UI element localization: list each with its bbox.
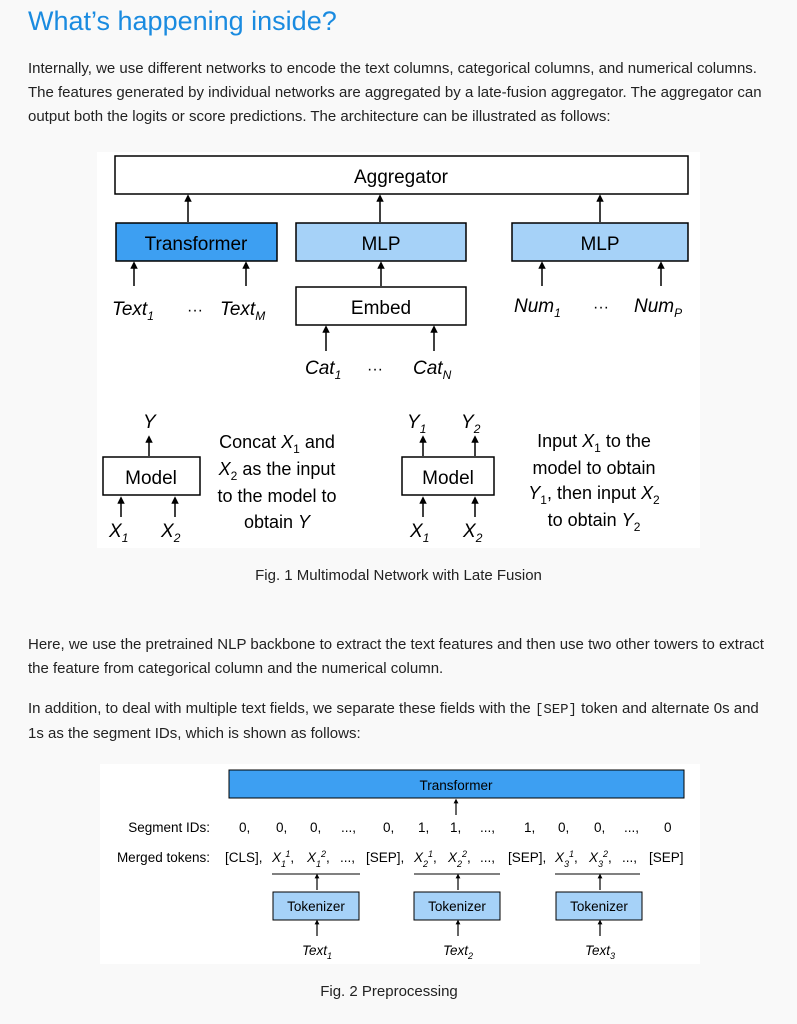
num-p-label: NumP: [634, 296, 682, 320]
svg-text:...,: ...,: [480, 850, 495, 865]
tokenizer-box-2: [413, 891, 501, 921]
mlp-box-cat: [295, 222, 467, 262]
svg-text:Y1, then input X2: Y1, then input X2: [528, 483, 660, 507]
svg-text:0,: 0,: [239, 820, 250, 835]
mlp-box-num: [511, 222, 689, 262]
svg-text:0,: 0,: [558, 820, 569, 835]
svg-text:1,: 1,: [524, 820, 535, 835]
merged-tokens-row: [CLS], X11, X12, ..., [SEP], X21, X22, .…: [225, 849, 684, 869]
svg-text:obtain Y: obtain Y: [244, 512, 312, 532]
model2-box: [401, 456, 495, 496]
tokenizer-box-3: [555, 891, 643, 921]
paragraph-backbone: Here, we use the pretrained NLP backbone…: [28, 636, 764, 677]
sep-token-code: [SEP]: [534, 702, 577, 718]
svg-text:[SEP],: [SEP],: [366, 850, 404, 865]
svg-text:...,: ...,: [480, 820, 495, 835]
tokenizer-label-3: Tokenizer: [570, 899, 628, 914]
svg-text:model to obtain: model to obtain: [532, 458, 655, 478]
cat-dots: ···: [367, 361, 383, 378]
text-m-label: TextM: [220, 299, 265, 323]
svg-text:to the model to: to the model to: [217, 486, 336, 506]
svg-text:X11,: X11,: [271, 849, 294, 869]
svg-text:[SEP],: [SEP],: [508, 850, 546, 865]
fig2-text-2: Text2: [443, 943, 473, 961]
svg-text:0,: 0,: [310, 820, 321, 835]
transformer-label: Transformer: [145, 234, 248, 255]
tokenizer-arrows: [314, 873, 603, 936]
svg-text:Input X1 to the: Input X1 to the: [537, 431, 651, 455]
mlp-label-cat: MLP: [361, 234, 400, 255]
num-dots: ···: [593, 299, 609, 316]
tokenizer-label-2: Tokenizer: [428, 899, 486, 914]
model2-output-y2: Y2: [461, 412, 481, 436]
svg-text:Concat X1 and: Concat X1 and: [219, 432, 335, 456]
aggregator-label: Aggregator: [354, 167, 449, 188]
aggregator-box: [114, 155, 689, 195]
svg-text:X22,: X22,: [447, 849, 471, 869]
model1-box: [102, 456, 201, 496]
model1-arrows: [117, 435, 179, 517]
model1-input-x1: X1: [108, 521, 128, 545]
figure-2-caption: Fig. 2 Preprocessing: [320, 983, 458, 1000]
svg-text:0,: 0,: [383, 820, 394, 835]
svg-text:...,: ...,: [340, 850, 355, 865]
figure-1-diagram: Aggregator Transformer MLP MLP Embed Tex…: [102, 155, 689, 545]
svg-text:[SEP]: [SEP]: [649, 850, 684, 865]
intro-paragraph: Internally, we use different networks to…: [28, 60, 762, 125]
embed-box: [295, 286, 467, 326]
fig2-transformer-label: Transformer: [419, 778, 493, 793]
figure-1-caption: Fig. 1 Multimodal Network with Late Fusi…: [255, 567, 542, 584]
segment-ids-label: Segment IDs:: [128, 820, 210, 835]
tokenizer-label-1: Tokenizer: [287, 899, 345, 914]
svg-text:...,: ...,: [624, 820, 639, 835]
text-1-label: Text1: [112, 299, 154, 323]
concat-description: Concat X1 and X2 as the input to the mod…: [217, 432, 336, 532]
svg-text:...,: ...,: [341, 820, 356, 835]
transformer-box: [115, 222, 278, 262]
text-dots: ···: [187, 302, 203, 319]
num-1-label: Num1: [514, 296, 561, 320]
mlp-label-num: MLP: [580, 234, 619, 255]
fig2-text-3: Text3: [585, 943, 615, 961]
model2-input-x1: X1: [409, 521, 429, 545]
svg-text:X2 as the input: X2 as the input: [218, 459, 336, 483]
merged-tokens-label: Merged tokens:: [117, 850, 210, 865]
svg-text:to obtain Y2: to obtain Y2: [548, 510, 641, 534]
cat-1-label: Cat1: [305, 358, 341, 382]
svg-text:1,: 1,: [418, 820, 429, 835]
svg-text:X21,: X21,: [413, 849, 437, 869]
model2-arrows: [419, 435, 479, 517]
model2-output-y1: Y1: [407, 412, 426, 436]
svg-text:X31,: X31,: [554, 849, 578, 869]
svg-text:X32,: X32,: [588, 849, 612, 869]
model2-label: Model: [422, 468, 474, 489]
figure-1: Aggregator Transformer MLP MLP Embed Tex…: [97, 152, 700, 548]
svg-text:1,: 1,: [450, 820, 461, 835]
model1-label: Model: [125, 468, 177, 489]
model2-input-x2: X2: [462, 521, 483, 545]
fig2-transformer-box: [228, 769, 685, 799]
svg-text:...,: ...,: [622, 850, 637, 865]
cat-n-label: CatN: [413, 358, 452, 382]
model1-input-x2: X2: [160, 521, 181, 545]
embed-label: Embed: [351, 298, 411, 319]
input-description: Input X1 to the model to obtain Y1, then…: [528, 431, 660, 534]
model1-output-y: Y: [143, 412, 157, 433]
segment-ids-row: 0, 0, 0, ..., 0, 1, 1, ..., 1, 0, 0, ...…: [239, 820, 672, 835]
figure-2-diagram: Transformer Segment IDs: 0, 0, 0, ..., 0…: [117, 769, 685, 961]
svg-text:0: 0: [664, 820, 672, 835]
svg-text:0,: 0,: [594, 820, 605, 835]
figure-2: Transformer Segment IDs: 0, 0, 0, ..., 0…: [100, 764, 700, 964]
svg-text:0,: 0,: [276, 820, 287, 835]
fig2-text-1: Text1: [302, 943, 332, 961]
tokenizer-box-1: [272, 891, 360, 921]
svg-text:X12,: X12,: [306, 849, 330, 869]
arrows-to-aggregator: [130, 194, 665, 351]
svg-text:[CLS],: [CLS],: [225, 850, 263, 865]
page-heading: What’s happening inside?: [28, 6, 337, 36]
paragraph-segment-ids: In addition, to deal with multiple text …: [28, 700, 759, 742]
